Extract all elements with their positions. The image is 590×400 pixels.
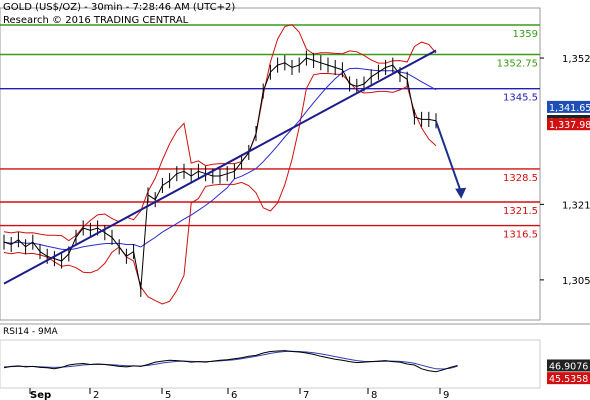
- rsi-tag-label: 45.5358: [549, 374, 588, 385]
- rsi-panel: 46.9076 45.5358: [0, 339, 590, 389]
- chart-title: GOLD (US$/OZ) - 30min - 7:28:46 AM (UTC+…: [3, 2, 236, 13]
- support-resistance-levels: 1359 1352.75 1345.5 1328.5 1321.5 1316.5: [0, 24, 540, 241]
- trend-line: [3, 49, 437, 285]
- bollinger-upper: [3, 24, 437, 242]
- x-tick-label: 9: [443, 390, 449, 400]
- forecast-arrow: [435, 120, 467, 199]
- x-tick-label: 7: [303, 390, 309, 400]
- rsi-tag-box: [547, 359, 590, 372]
- x-tick-label: 6: [231, 390, 237, 400]
- x-tick-label: Sep: [30, 390, 51, 400]
- price-tag-label: 1,341.65: [549, 103, 590, 114]
- rsi-tag-box: [547, 372, 590, 385]
- price-line: [3, 57, 437, 290]
- rsi-line: [3, 350, 458, 373]
- level-label: 1328.5: [503, 173, 538, 184]
- forecast-arrow-head: [455, 187, 467, 199]
- level-label: 1345.5: [503, 93, 538, 104]
- bollinger-lower: [3, 73, 437, 305]
- x-tick-label: 2: [93, 390, 99, 400]
- x-tick-label: 8: [371, 390, 377, 400]
- price-tags: 1,341.651,338.661,337.98: [547, 100, 590, 131]
- y-tick-label: 1,305: [562, 276, 590, 287]
- rsi-title: RSI14 - 9MA: [3, 327, 58, 337]
- moving-average-line: [3, 67, 437, 251]
- time-axis: Sep 2 5 6 7 8 9: [29, 388, 449, 400]
- price-axis: 1,352 1,321 1,305: [540, 54, 590, 287]
- price-tag-box: [547, 118, 590, 131]
- bollinger-bands: [3, 24, 437, 305]
- chart-subtitle: Research © 2016 TRADING CENTRAL: [3, 15, 189, 26]
- y-tick-label: 1,352: [562, 54, 590, 65]
- y-tick-label: 1,321: [562, 200, 590, 211]
- main-panel-frame: [0, 7, 590, 325]
- main-panel-border: [0, 7, 541, 321]
- price-tag-label: 1,337.98: [549, 120, 590, 131]
- level-label: 1316.5: [503, 230, 538, 241]
- rsi-ma-line: [3, 350, 458, 370]
- level-label: 1321.5: [503, 206, 538, 217]
- moving-average: [3, 67, 437, 251]
- uptrend-line: [3, 49, 437, 285]
- forecast-arrow-shaft: [435, 120, 463, 194]
- x-tick-label: 5: [165, 390, 171, 400]
- rsi-frame: [0, 339, 541, 389]
- rsi-tag-label: 46.9076: [549, 361, 588, 372]
- level-label: 1352.75: [497, 58, 538, 69]
- level-label: 1359: [513, 29, 538, 40]
- price-tag-box: [547, 100, 590, 113]
- price-series: [3, 50, 437, 297]
